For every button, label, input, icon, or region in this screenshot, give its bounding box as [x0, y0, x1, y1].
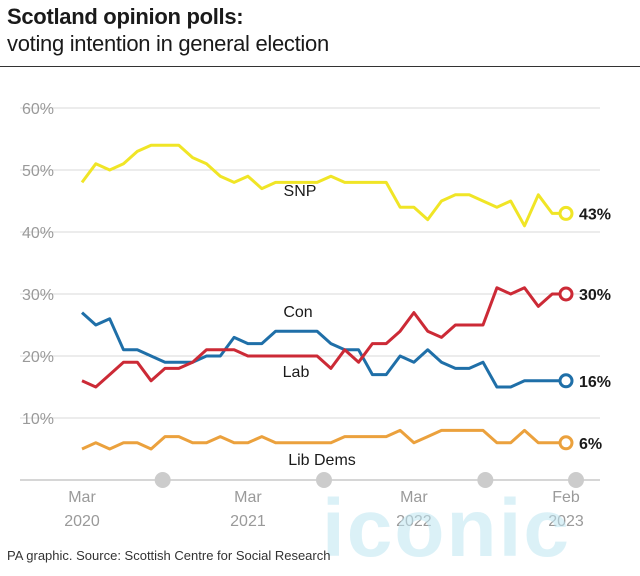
x-tick-label: 2022	[396, 513, 432, 530]
series-line-lab	[81, 286, 566, 389]
y-tick-label: 50%	[22, 163, 54, 180]
x-tick-label: 2021	[230, 513, 266, 530]
y-tick-label: 30%	[22, 287, 54, 304]
series-end-label: 43%	[579, 206, 611, 223]
y-tick-label: 40%	[22, 225, 54, 242]
watermark-logo: iconic	[322, 483, 571, 574]
series-labels: 43% SNP 16% Con 30% Lab 6% Lib Dems	[283, 183, 611, 469]
y-tick-label: 10%	[22, 411, 54, 428]
series-name-label: Lib Dems	[288, 452, 356, 469]
x-axis-dot	[477, 472, 494, 488]
y-tick-label: 20%	[22, 349, 54, 366]
gridlines	[20, 107, 600, 419]
series-end-marker	[558, 205, 574, 221]
x-axis-dot	[154, 472, 171, 488]
series-end-marker	[558, 435, 574, 451]
y-axis: 10% 20% 30% 40% 50% 60%	[22, 101, 54, 428]
series-end-label: 30%	[579, 287, 611, 304]
source-note: PA graphic. Source: Scottish Centre for …	[7, 548, 331, 563]
x-axis: Mar 2020 Mar 2021 Mar 2022 Feb 2023	[20, 472, 600, 530]
x-tick-label: Mar	[400, 489, 428, 506]
series-end-marker	[558, 373, 574, 389]
series-name-label: SNP	[284, 183, 317, 200]
y-tick-label: 60%	[22, 101, 54, 118]
series-end-label: 16%	[579, 374, 611, 391]
x-tick-label: 2020	[64, 513, 100, 530]
series-name-label: Con	[283, 304, 312, 321]
series-line-snp	[80, 143, 566, 228]
series-lines	[80, 143, 574, 451]
chart-title: Scotland opinion polls:	[7, 4, 244, 29]
series-line-con	[80, 311, 566, 389]
series-line-lib-dems	[81, 428, 566, 451]
x-axis-dot	[316, 472, 332, 488]
header-divider	[0, 66, 640, 67]
series-name-label: Lab	[283, 364, 310, 381]
x-tick-label: Feb	[552, 489, 580, 506]
line-chart: 10% 20% 30% 40% 50% 60% Mar 2020 Mar 2021 Mar 2022…	[20, 101, 611, 530]
series-end-marker	[558, 286, 574, 302]
x-axis-dot	[568, 472, 584, 488]
x-tick-label: Mar	[234, 489, 262, 506]
chart-subtitle: voting intention in general election	[7, 31, 329, 56]
series-end-label: 6%	[579, 436, 602, 453]
x-tick-label: Mar	[68, 489, 96, 506]
x-tick-label: 2023	[548, 513, 584, 530]
